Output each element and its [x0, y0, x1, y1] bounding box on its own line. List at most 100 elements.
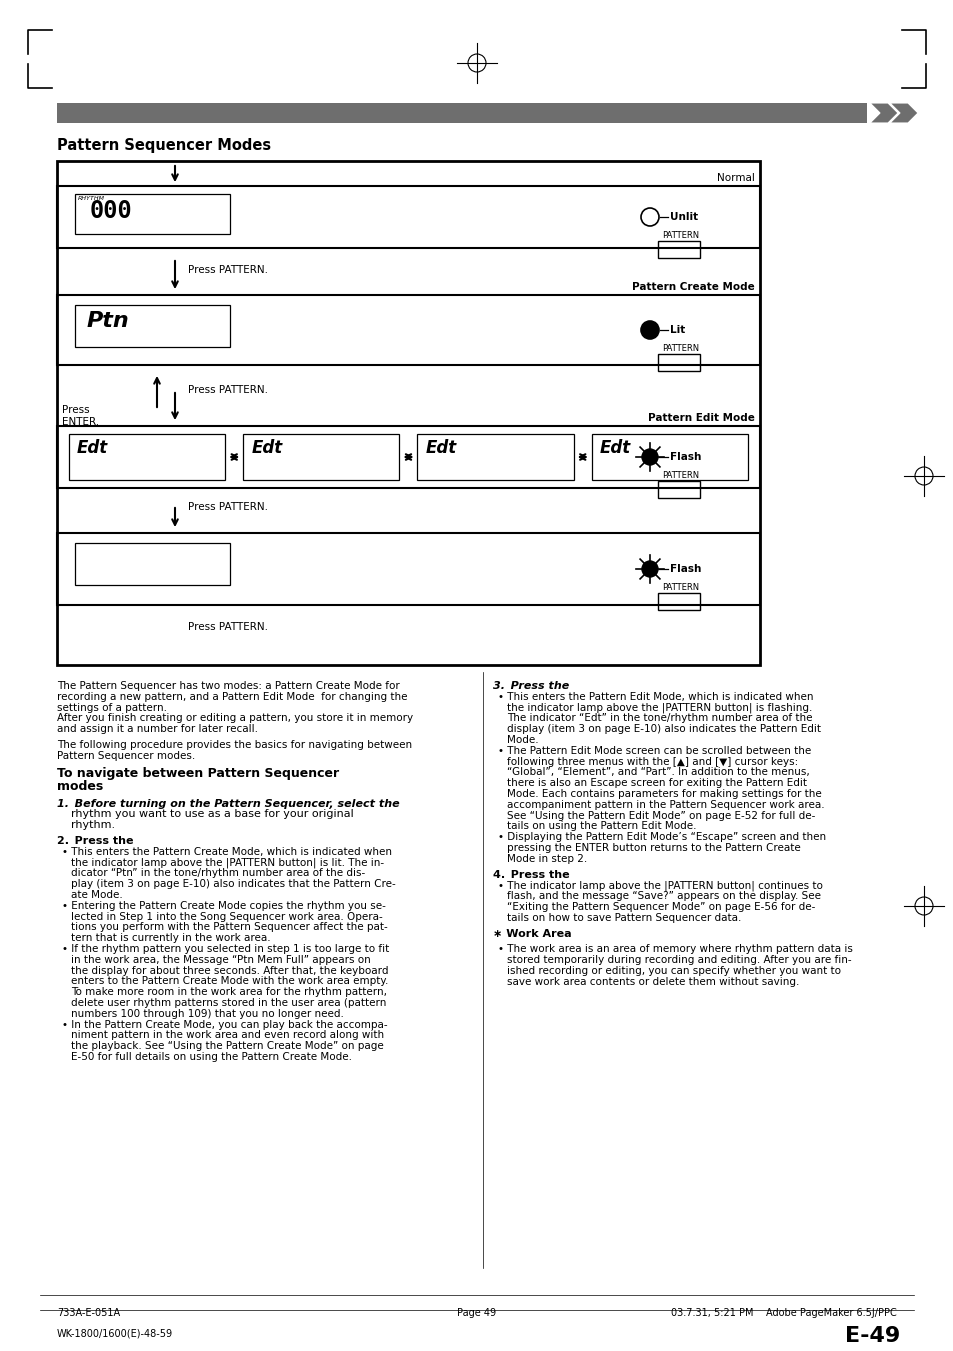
Text: • The work area is an area of memory where rhythm pattern data is: • The work area is an area of memory whe… [497, 944, 852, 954]
Text: tern that is currently in the work area.: tern that is currently in the work area. [71, 934, 271, 943]
Text: the indicator lamp above the |PATTERN button| is lit. The in-: the indicator lamp above the |PATTERN bu… [71, 858, 384, 869]
Text: flash, and the message “Save?” appears on the display. See: flash, and the message “Save?” appears o… [506, 892, 821, 901]
Text: Mode. Each contains parameters for making settings for the: Mode. Each contains parameters for makin… [506, 789, 821, 798]
Text: rhythm.: rhythm. [71, 820, 115, 831]
Text: • Entering the Pattern Create Mode copies the rhythm you se-: • Entering the Pattern Create Mode copie… [62, 901, 385, 911]
Text: there is also an Escape screen for exiting the Pattern Edit: there is also an Escape screen for exiti… [506, 778, 806, 788]
Circle shape [640, 322, 659, 339]
Text: • The indicator lamp above the |PATTERN button| continues to: • The indicator lamp above the |PATTERN … [497, 881, 822, 890]
Bar [417, 434, 573, 480]
Bar [57, 295, 760, 365]
Text: Mode in step 2.: Mode in step 2. [506, 854, 587, 863]
Text: Edt: Edt [425, 439, 456, 457]
Text: ished recording or editing, you can specify whether you want to: ished recording or editing, you can spec… [506, 966, 841, 975]
Text: dicator “Ptn” in the tone/rhythm number area of the dis-: dicator “Ptn” in the tone/rhythm number … [71, 869, 365, 878]
Text: • The Pattern Edit Mode screen can be scrolled between the: • The Pattern Edit Mode screen can be sc… [497, 746, 810, 755]
Text: 733A-E-051A: 733A-E-051A [57, 1308, 120, 1319]
Text: PATTERN: PATTERN [661, 345, 699, 353]
Text: 3. Press the: 3. Press the [493, 681, 573, 690]
Text: To navigate between Pattern Sequencer: To navigate between Pattern Sequencer [57, 766, 338, 780]
Text: Press PATTERN.: Press PATTERN. [188, 503, 268, 512]
Text: and assign it a number for later recall.: and assign it a number for later recall. [57, 724, 257, 734]
Text: • This enters the Pattern Create Mode, which is indicated when: • This enters the Pattern Create Mode, w… [62, 847, 392, 857]
Text: The indicator “Edt” in the tone/rhythm number area of the: The indicator “Edt” in the tone/rhythm n… [506, 713, 812, 723]
Bar [658, 354, 700, 372]
Bar [57, 426, 760, 488]
Text: Flash: Flash [669, 453, 700, 462]
Text: the display for about three seconds. After that, the keyboard: the display for about three seconds. Aft… [71, 966, 388, 975]
Text: play (item 3 on page E-10) also indicates that the Pattern Cre-: play (item 3 on page E-10) also indicate… [71, 880, 395, 889]
Text: Press PATTERN.: Press PATTERN. [188, 621, 268, 632]
Text: After you finish creating or editing a pattern, you store it in memory: After you finish creating or editing a p… [57, 713, 413, 723]
Text: Edt: Edt [251, 439, 282, 457]
Text: Pattern Sequencer Modes: Pattern Sequencer Modes [57, 138, 271, 153]
Text: rhythm you want to use as a base for your original: rhythm you want to use as a base for you… [71, 809, 354, 820]
Text: Page 49: Page 49 [456, 1308, 497, 1319]
Text: Press
ENTER.: Press ENTER. [62, 405, 99, 427]
Text: 03.7.31, 5:21 PM    Adobe PageMaker 6.5J/PPC: 03.7.31, 5:21 PM Adobe PageMaker 6.5J/PP… [671, 1308, 896, 1319]
Bar [658, 481, 700, 499]
Text: tails on how to save Pattern Sequencer data.: tails on how to save Pattern Sequencer d… [506, 913, 740, 923]
Bar [75, 305, 230, 347]
Text: RHYTHM: RHYTHM [78, 196, 105, 201]
Bar [658, 593, 700, 611]
Text: • In the Pattern Create Mode, you can play back the accompa-: • In the Pattern Create Mode, you can pl… [62, 1020, 387, 1029]
Text: • Displaying the Pattern Edit Mode’s “Escape” screen and then: • Displaying the Pattern Edit Mode’s “Es… [497, 832, 825, 842]
Text: The following procedure provides the basics for navigating between: The following procedure provides the bas… [57, 740, 412, 750]
Bar [57, 161, 760, 665]
Text: niment pattern in the work area and even record along with: niment pattern in the work area and even… [71, 1031, 384, 1040]
Circle shape [641, 449, 658, 465]
Text: Ptn: Ptn [87, 311, 130, 331]
Text: following three menus with the [▲] and [▼] cursor keys:: following three menus with the [▲] and [… [506, 757, 798, 766]
Text: Edt: Edt [599, 439, 630, 457]
Text: Pattern Create Mode: Pattern Create Mode [632, 282, 754, 292]
Text: Normal: Normal [717, 173, 754, 182]
Text: 1. Before turning on the Pattern Sequencer, select the: 1. Before turning on the Pattern Sequenc… [57, 798, 399, 809]
Text: • If the rhythm pattern you selected in step 1 is too large to fit: • If the rhythm pattern you selected in … [62, 944, 389, 954]
Text: ∗ Work Area: ∗ Work Area [493, 928, 571, 939]
Bar [243, 434, 399, 480]
Bar [57, 534, 760, 605]
Text: 4. Press the: 4. Press the [493, 870, 573, 880]
Text: numbers 100 through 109) that you no longer need.: numbers 100 through 109) that you no lon… [71, 1009, 343, 1019]
Text: stored temporarily during recording and editing. After you are fin-: stored temporarily during recording and … [506, 955, 851, 965]
Text: • This enters the Pattern Edit Mode, which is indicated when: • This enters the Pattern Edit Mode, whi… [497, 692, 813, 701]
Polygon shape [889, 103, 917, 123]
Text: PATTERN: PATTERN [661, 231, 699, 240]
Text: “Global”, “Element”, and “Part”. In addition to the menus,: “Global”, “Element”, and “Part”. In addi… [506, 767, 809, 777]
Text: enters to the Pattern Create Mode with the work area empty.: enters to the Pattern Create Mode with t… [71, 977, 388, 986]
Text: display (item 3 on page E-10) also indicates the Pattern Edit: display (item 3 on page E-10) also indic… [506, 724, 821, 734]
Circle shape [641, 561, 658, 577]
Text: See “Using the Pattern Edit Mode” on page E-52 for full de-: See “Using the Pattern Edit Mode” on pag… [506, 811, 815, 820]
Text: accompaniment pattern in the Pattern Sequencer work area.: accompaniment pattern in the Pattern Seq… [506, 800, 823, 809]
Text: 2. Press the: 2. Press the [57, 836, 137, 846]
Text: Flash: Flash [669, 563, 700, 574]
Text: Unlit: Unlit [669, 212, 698, 222]
Text: Pattern Sequencer modes.: Pattern Sequencer modes. [57, 751, 195, 761]
Bar [75, 543, 230, 585]
Bar [57, 103, 866, 123]
Text: pressing the ENTER button returns to the Pattern Create: pressing the ENTER button returns to the… [506, 843, 800, 852]
Text: the indicator lamp above the |PATTERN button| is flashing.: the indicator lamp above the |PATTERN bu… [506, 703, 812, 713]
Text: WK-1800/1600(E)-48-59: WK-1800/1600(E)-48-59 [57, 1328, 172, 1337]
Text: PATTERN: PATTERN [661, 584, 699, 592]
Text: modes: modes [57, 780, 103, 793]
Text: the playback. See “Using the Pattern Create Mode” on page: the playback. See “Using the Pattern Cre… [71, 1042, 383, 1051]
Bar [57, 186, 760, 249]
Text: tails on using the Pattern Edit Mode.: tails on using the Pattern Edit Mode. [506, 821, 696, 831]
Text: settings of a pattern.: settings of a pattern. [57, 703, 167, 712]
Text: Lit: Lit [669, 326, 684, 335]
Text: To make more room in the work area for the rhythm pattern,: To make more room in the work area for t… [71, 988, 387, 997]
Text: E-50 for full details on using the Pattern Create Mode.: E-50 for full details on using the Patte… [71, 1052, 352, 1062]
Bar [75, 195, 230, 234]
Text: tions you perform with the Pattern Sequencer affect the pat-: tions you perform with the Pattern Seque… [71, 923, 387, 932]
Text: PATTERN: PATTERN [661, 471, 699, 480]
Bar [658, 240, 700, 258]
Text: save work area contents or delete them without saving.: save work area contents or delete them w… [506, 977, 799, 986]
Text: “Exiting the Pattern Sequencer Mode” on page E-56 for de-: “Exiting the Pattern Sequencer Mode” on … [506, 902, 815, 912]
Text: recording a new pattern, and a Pattern Edit Mode  for changing the: recording a new pattern, and a Pattern E… [57, 692, 407, 701]
Text: in the work area, the Message “Ptn Mem Full” appears on: in the work area, the Message “Ptn Mem F… [71, 955, 371, 965]
Text: Pattern Edit Mode: Pattern Edit Mode [647, 413, 754, 423]
Text: ate Mode.: ate Mode. [71, 890, 123, 900]
Polygon shape [869, 103, 897, 123]
